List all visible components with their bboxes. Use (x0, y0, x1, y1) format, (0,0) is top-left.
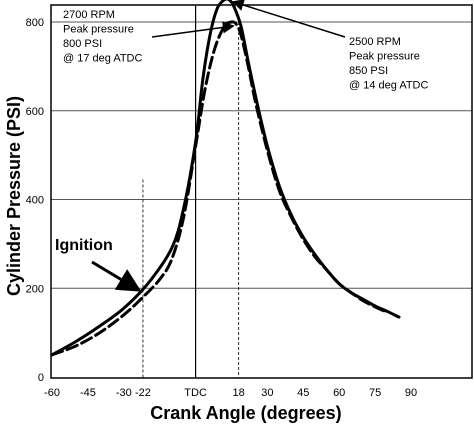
x-tick-label: -22 (135, 387, 151, 399)
x-tick-label: -60 (44, 387, 60, 399)
series-lines (50, 0, 401, 357)
x-tick-label: TDC (184, 387, 207, 399)
annotation-text-2700rpm: 2700 RPM (63, 9, 115, 21)
gridlines (51, 21, 472, 289)
plot-frame (50, 4, 473, 379)
x-tick-label: 45 (297, 387, 309, 399)
x-tick-label: 60 (333, 387, 345, 399)
annotation-arrow-2500rpm (231, 0, 346, 38)
annotation-text-2700rpm: @ 17 deg ATDC (63, 53, 143, 65)
annotation-arrow-ignition (91, 260, 142, 292)
x-tick-label: 75 (369, 387, 381, 399)
x-tick-label: 18 (233, 387, 245, 399)
annotation-text-2700rpm: 800 PSI (63, 38, 102, 50)
axis-tick-labels: -60 -45 -30 -22 TDC 18 30 45 60 75 90 0 200 400 600 800 (26, 17, 417, 399)
x-axis-label: Crank Angle (degrees) (150, 403, 341, 423)
annotation-arrow-2700rpm (151, 21, 235, 38)
annotation-text-ignition: Ignition (55, 237, 113, 254)
y-tick-label: 800 (26, 17, 44, 29)
annotation-text-2500rpm: @ 14 deg ATDC (349, 80, 429, 92)
annotation-text-2500rpm: Peak pressure (349, 51, 420, 63)
x-tick-label: 30 (261, 387, 273, 399)
y-tick-label: 200 (26, 283, 44, 295)
y-tick-label: 400 (26, 195, 44, 207)
series-line-2700-rpm (50, 20, 389, 357)
x-tick-label: -45 (80, 387, 96, 399)
annotations: 2700 RPM Peak pressure 800 PSI @ 17 deg ATD… (55, 0, 429, 292)
y-tick-label: 600 (26, 106, 44, 118)
x-tick-label: -30 (116, 387, 132, 399)
x-tick-label: 90 (405, 387, 417, 399)
annotation-text-2700rpm: Peak pressure (63, 24, 134, 36)
annotation-text-2500rpm: 850 PSI (349, 65, 388, 77)
y-axis-label: Cylinder Pressure (PSI) (4, 96, 24, 296)
reference-lines (142, 5, 240, 378)
plot-border (50, 4, 473, 379)
y-tick-label: 0 (38, 372, 44, 384)
annotation-text-2500rpm: 2500 RPM (349, 36, 401, 48)
